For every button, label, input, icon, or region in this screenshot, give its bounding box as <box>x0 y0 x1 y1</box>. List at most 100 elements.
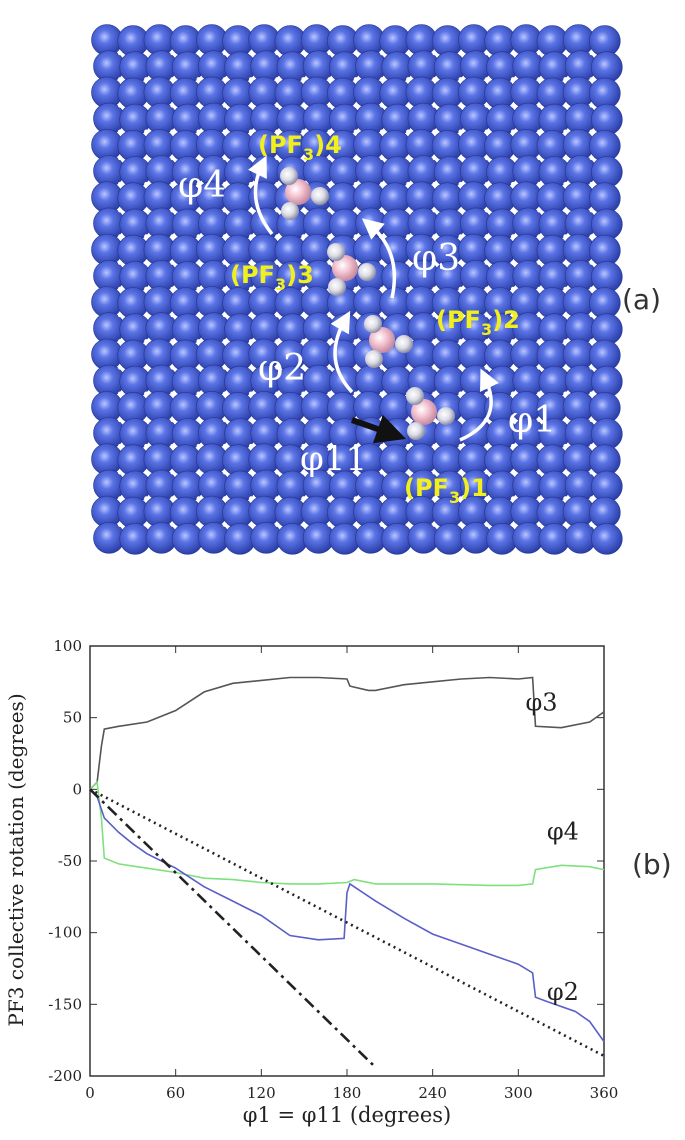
hollow-site <box>589 208 594 213</box>
hollow-site <box>563 103 568 108</box>
surface-atoms <box>91 24 623 555</box>
hollow-site <box>353 181 359 187</box>
hollow-site <box>196 391 201 396</box>
hollow-site <box>275 443 280 449</box>
hollow-site <box>353 312 359 318</box>
hollow-site <box>327 129 332 134</box>
hollow-site <box>484 260 490 265</box>
hollow-site <box>589 103 594 108</box>
hollow-site <box>301 77 306 82</box>
hollow-site <box>458 129 463 134</box>
hollow-site <box>353 365 359 370</box>
hollow-site <box>589 77 594 82</box>
hollow-site <box>537 208 542 213</box>
hollow-site <box>275 129 280 134</box>
hollow-site <box>117 286 123 292</box>
fluorine-atom <box>365 350 383 368</box>
hollow-site <box>537 496 542 501</box>
hollow-site <box>248 208 254 213</box>
hollow-site <box>222 77 228 82</box>
hollow-site <box>301 208 306 213</box>
hollow-site <box>170 181 175 187</box>
hollow-site <box>589 50 594 56</box>
hollow-site <box>510 155 516 161</box>
hollow-site <box>222 312 228 318</box>
hollow-site <box>432 522 437 527</box>
molecule-label-1: (PF3)1 <box>404 474 488 507</box>
pf3-molecule <box>364 315 413 368</box>
pf3-molecule <box>327 243 376 296</box>
y-tick-label: -200 <box>48 1067 82 1085</box>
hollow-site <box>537 155 542 161</box>
phi11-arrow <box>351 414 407 444</box>
hollow-site <box>432 155 437 161</box>
hollow-site <box>327 50 332 56</box>
hollow-site <box>275 496 280 501</box>
hollow-site <box>510 496 516 501</box>
x-tick-label: 240 <box>418 1084 447 1102</box>
hollow-site <box>406 234 411 239</box>
hollow-site <box>353 339 359 344</box>
hollow-site <box>432 443 437 449</box>
phosphorus-atom <box>285 179 311 205</box>
hollow-site <box>144 312 149 318</box>
hollow-site <box>406 522 411 527</box>
rotation-arrows <box>247 155 499 442</box>
hollow-site <box>248 496 254 501</box>
hollow-site <box>510 129 516 134</box>
hollow-site <box>170 391 175 396</box>
hollow-site <box>432 234 437 239</box>
phi3-arrow <box>361 218 397 299</box>
hollow-site <box>379 260 385 265</box>
hollow-site <box>563 365 568 370</box>
series-annotation: φ4 <box>547 818 579 846</box>
hollow-site <box>537 77 542 82</box>
hollow-site <box>301 155 306 161</box>
hollow-site <box>222 417 228 423</box>
hollow-site <box>432 339 437 344</box>
hollow-site <box>379 496 385 501</box>
hollow-site <box>248 417 254 423</box>
hollow-site <box>510 77 516 82</box>
hollow-site <box>327 496 332 501</box>
hollow-site <box>248 443 254 449</box>
hollow-site <box>222 470 228 475</box>
hollow-site <box>589 391 594 396</box>
fluorine-atom <box>406 387 424 405</box>
hollow-site <box>406 286 411 292</box>
hollow-site <box>196 417 201 423</box>
hollow-site <box>248 470 254 475</box>
hollow-site <box>327 260 332 265</box>
hollow-site <box>406 77 411 82</box>
hollow-site <box>458 260 463 265</box>
axis-ticks: 0 60 120 180 240 300 360 100 50 0 -50 -100 -150 -200 <box>48 637 618 1102</box>
series-line-reference-3 <box>89 788 605 1058</box>
hollow-site <box>196 365 201 370</box>
y-axis-label: PF3 collective rotation (degrees) <box>4 693 28 1026</box>
hollow-site <box>379 391 385 396</box>
hollow-site <box>248 339 254 344</box>
hollow-site <box>458 443 463 449</box>
hollow-site <box>563 312 568 318</box>
angle-label-phi1: φ1 <box>508 400 556 441</box>
hollow-site <box>144 443 149 449</box>
hollow-site <box>170 470 175 475</box>
hollow-site <box>196 208 201 213</box>
hollow-site <box>301 234 306 239</box>
hollow-site <box>510 443 516 449</box>
hollow-site <box>144 391 149 396</box>
hollow-site <box>537 470 542 475</box>
hollow-site <box>510 260 516 265</box>
hollow-site <box>222 443 228 449</box>
fluorine-atom <box>311 187 329 205</box>
hollow-site <box>196 234 201 239</box>
hollow-site <box>196 77 201 82</box>
hollow-site <box>117 443 123 449</box>
hollow-site <box>248 391 254 396</box>
hollow-site <box>117 417 123 423</box>
hollow-site <box>379 443 385 449</box>
x-tick-label: 120 <box>247 1084 276 1102</box>
hollow-site <box>275 391 280 396</box>
hollow-site <box>170 50 175 56</box>
hollow-site <box>275 50 280 56</box>
